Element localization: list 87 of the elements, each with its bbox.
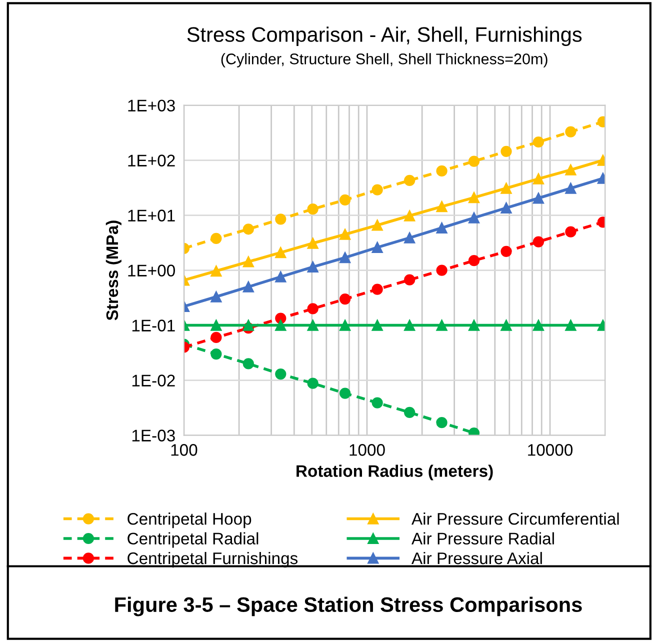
point bbox=[468, 192, 480, 204]
point bbox=[500, 246, 512, 258]
point bbox=[436, 320, 448, 331]
point bbox=[242, 358, 254, 370]
point bbox=[565, 320, 576, 331]
point bbox=[340, 252, 351, 264]
point bbox=[275, 320, 286, 331]
y-tick-label: 1E+03 bbox=[128, 100, 175, 112]
point bbox=[532, 173, 544, 184]
point bbox=[372, 320, 383, 331]
point bbox=[275, 247, 286, 258]
point bbox=[275, 271, 286, 282]
point bbox=[372, 284, 383, 295]
y-tick-label: 1E-01 bbox=[132, 320, 175, 332]
point bbox=[500, 320, 512, 331]
point bbox=[210, 348, 222, 360]
point bbox=[340, 388, 351, 399]
point bbox=[210, 332, 222, 344]
point bbox=[565, 182, 576, 194]
y-tick-label: 1E-02 bbox=[132, 374, 175, 386]
point bbox=[404, 210, 416, 222]
point bbox=[307, 261, 318, 272]
point bbox=[468, 255, 480, 266]
legend-label: Air Pressure Axial bbox=[412, 552, 542, 564]
point bbox=[210, 232, 222, 244]
point bbox=[275, 214, 286, 225]
point bbox=[372, 184, 383, 196]
point bbox=[242, 224, 254, 235]
caption: Figure 3-5 – Space Station Stress Comparisons bbox=[115, 596, 582, 616]
x-tick-label: 10000 bbox=[528, 444, 573, 456]
point bbox=[500, 202, 512, 214]
point bbox=[468, 320, 480, 331]
point bbox=[404, 174, 416, 186]
point bbox=[436, 417, 448, 428]
point bbox=[436, 201, 448, 212]
legend-label: Centripetal Radial bbox=[128, 532, 258, 548]
point bbox=[532, 320, 544, 331]
point bbox=[404, 320, 416, 331]
chart-subtitle: (Cylinder, Structure Shell, Shell Thickness=20m) bbox=[221, 53, 548, 68]
point bbox=[565, 164, 576, 176]
point bbox=[340, 293, 351, 305]
point bbox=[307, 203, 318, 215]
y-tick-label: 1E-03 bbox=[132, 430, 175, 442]
point bbox=[372, 397, 383, 408]
point bbox=[532, 136, 544, 148]
point bbox=[532, 192, 544, 204]
point bbox=[372, 242, 383, 254]
point bbox=[565, 226, 576, 238]
point bbox=[210, 320, 222, 331]
legend-label: Centripetal Furnishings bbox=[128, 552, 298, 568]
point bbox=[500, 182, 512, 194]
point bbox=[340, 228, 351, 240]
point bbox=[340, 320, 351, 331]
point bbox=[372, 220, 383, 231]
y-tick-label: 1E+00 bbox=[128, 264, 175, 276]
point bbox=[307, 303, 318, 314]
point bbox=[404, 274, 416, 286]
point bbox=[242, 320, 254, 331]
point bbox=[210, 291, 222, 302]
point bbox=[307, 378, 318, 389]
point bbox=[436, 222, 448, 234]
point bbox=[500, 146, 512, 157]
legend-label: Centripetal Hoop bbox=[128, 512, 252, 528]
point bbox=[307, 320, 318, 331]
point bbox=[468, 156, 480, 167]
point bbox=[307, 238, 318, 249]
point bbox=[436, 165, 448, 176]
legend-label: Air Pressure Radial bbox=[412, 532, 554, 544]
y-tick-label: 1E+01 bbox=[128, 210, 175, 222]
point bbox=[404, 406, 416, 418]
y-tick-label: 1E+02 bbox=[128, 154, 175, 166]
x-tick-label: 1000 bbox=[350, 444, 385, 456]
point bbox=[210, 265, 222, 277]
point bbox=[436, 264, 448, 276]
point bbox=[242, 281, 254, 292]
y-axis-title: Stress (MPa) bbox=[106, 220, 122, 320]
point bbox=[404, 232, 416, 244]
x-axis-title: Rotation Radius (meters) bbox=[296, 464, 493, 480]
legend-label: Air Pressure Circumferential bbox=[412, 512, 619, 525]
point bbox=[468, 212, 480, 224]
point bbox=[242, 256, 254, 268]
chart-title: Stress Comparison - Air, Shell, Furnishings bbox=[187, 26, 582, 46]
point bbox=[565, 126, 576, 138]
point bbox=[340, 194, 351, 206]
point bbox=[275, 368, 286, 380]
point bbox=[532, 236, 544, 248]
x-tick-label: 100 bbox=[171, 444, 198, 456]
